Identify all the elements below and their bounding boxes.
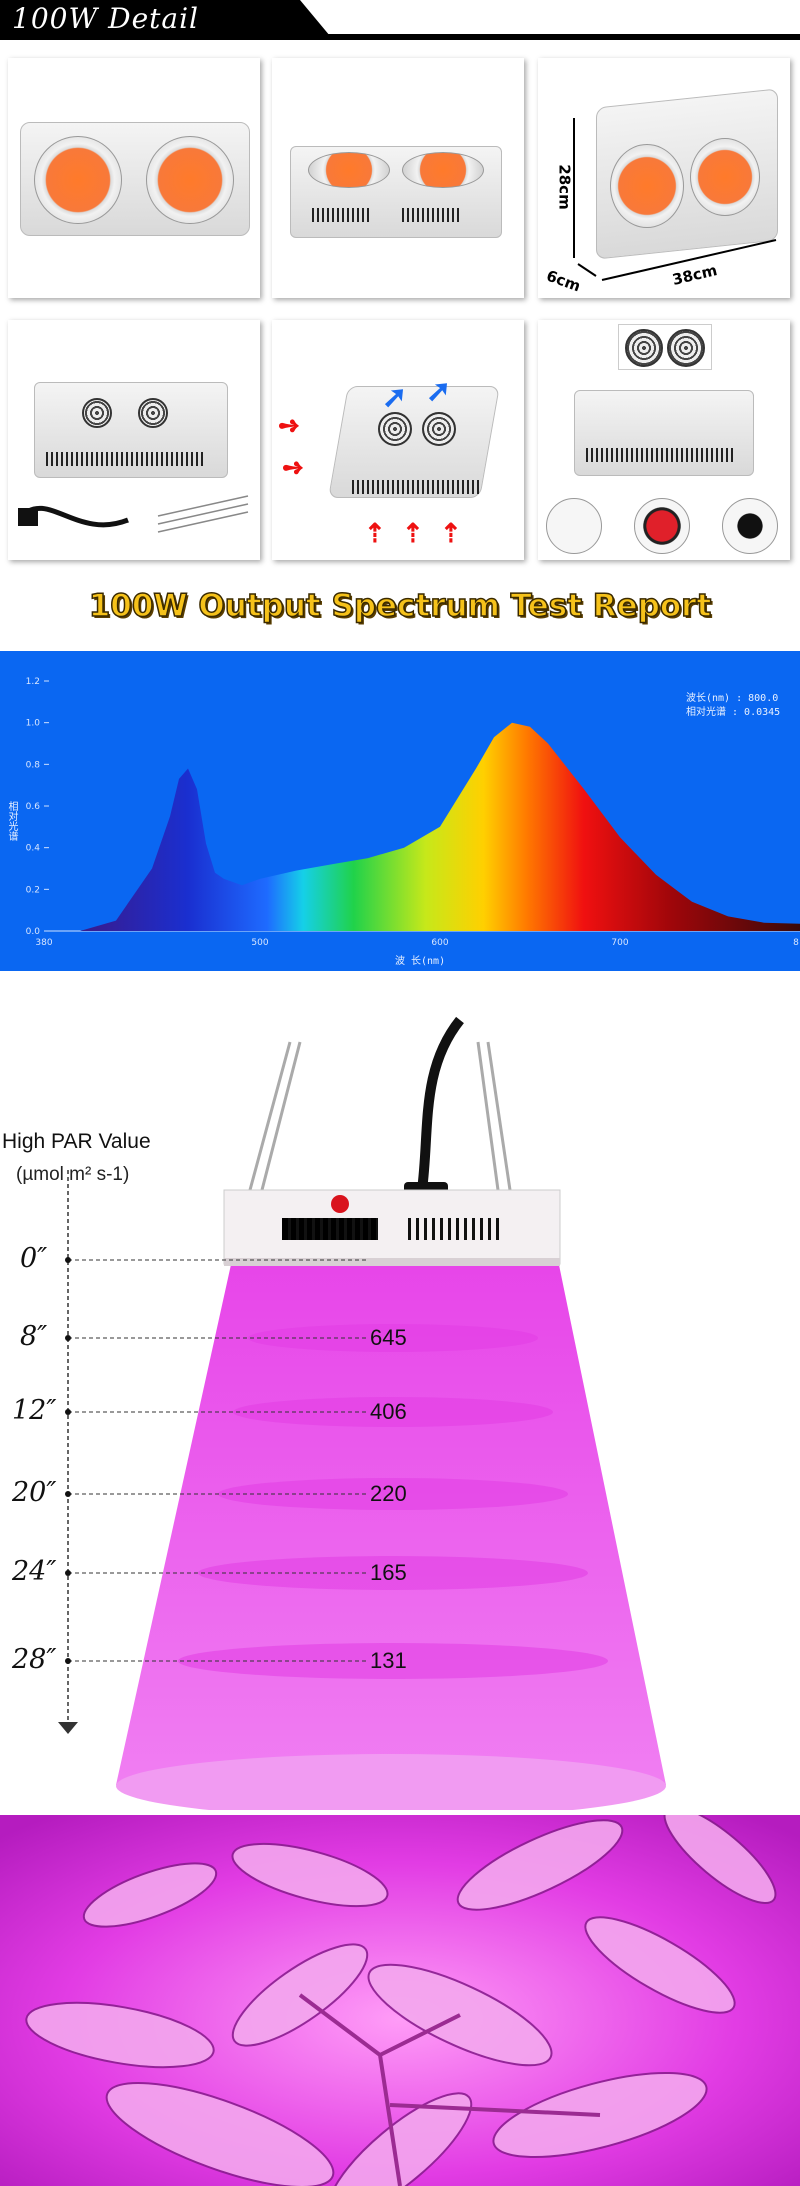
plant-illustration xyxy=(0,1815,800,2186)
cob-led-right xyxy=(402,152,484,188)
dimension-lines xyxy=(573,118,777,281)
header-bar xyxy=(0,0,330,36)
y-tick-label: 1.0 xyxy=(26,719,41,729)
cooling-fan-icon xyxy=(138,398,168,428)
header-banner: 100W Detail xyxy=(0,0,800,46)
airflow-out-icon: ➚ xyxy=(382,381,408,414)
heat-in-icon: ➺ xyxy=(278,410,300,440)
distance-marker xyxy=(65,1658,71,1664)
light-intensity-ring xyxy=(198,1556,588,1590)
product-dimensions-view: 28cm 6cm 38cm xyxy=(538,58,790,298)
power-socket-icon xyxy=(722,498,778,554)
x-tick-label: 8 xyxy=(793,938,799,948)
vent-grille xyxy=(352,480,482,494)
par-title: High PAR Value xyxy=(2,1130,151,1153)
light-intensity-ring xyxy=(233,1397,553,1427)
light-intensity-ring xyxy=(218,1478,568,1510)
distance-label: 28″ xyxy=(12,1644,57,1675)
lamp-body xyxy=(223,1189,561,1265)
light-spot xyxy=(116,1754,666,1810)
plant-under-grow-light-photo xyxy=(0,1815,800,2186)
heat-in-icon: ⇡ xyxy=(440,518,462,548)
y-tick-label: 0.6 xyxy=(26,802,41,812)
product-components-view xyxy=(538,320,790,560)
par-value: 645 xyxy=(370,1325,407,1350)
cob-led-left xyxy=(34,136,122,224)
distance-label: 12″ xyxy=(12,1395,57,1426)
x-axis-label: 波 长(nm) xyxy=(395,956,446,967)
x-tick-label: 700 xyxy=(611,938,628,948)
x-tick-label: 380 xyxy=(35,938,52,948)
cob-led-left xyxy=(610,144,684,228)
distance-marker xyxy=(65,1570,71,1576)
distance-marker xyxy=(65,1335,71,1341)
cob-led-right xyxy=(146,136,234,224)
distance-label: 20″ xyxy=(12,1477,57,1508)
heat-in-icon: ⇡ xyxy=(364,518,386,548)
header-rule xyxy=(0,34,800,40)
vent-grille xyxy=(288,1218,378,1240)
spectrum-chart-svg: 0.0 0.2 0.4 0.6 0.8 1.0 1.2 380 500 600 700 8 xyxy=(26,677,800,948)
light-intensity-ring xyxy=(178,1643,608,1679)
vent-grille xyxy=(586,448,736,462)
y-tick-label: 1.2 xyxy=(26,677,40,687)
light-panel-back xyxy=(574,390,754,476)
power-switch-icon xyxy=(634,498,690,554)
product-angled-view xyxy=(272,58,524,298)
par-unit: (µmol m² s-1) xyxy=(16,1164,130,1185)
distance-marker xyxy=(65,1409,71,1415)
cooling-fan-icon xyxy=(82,398,112,428)
light-intensity-ring xyxy=(248,1324,538,1352)
par-value: 131 xyxy=(370,1648,407,1673)
product-accessories-view xyxy=(8,320,260,560)
y-tick-label: 0.4 xyxy=(26,844,41,854)
x-tick-label: 500 xyxy=(251,938,268,948)
vent-grille xyxy=(402,208,462,222)
airflow-out-icon: ➚ xyxy=(426,375,452,408)
product-front-view xyxy=(8,58,260,298)
section-title: 100W Detail xyxy=(12,2,199,35)
axis-arrow-icon xyxy=(58,1722,78,1734)
power-cord xyxy=(417,1016,464,1191)
heat-in-icon: ➺ xyxy=(282,452,304,482)
cooling-fan-icon xyxy=(422,412,456,446)
cob-led-left xyxy=(308,152,390,188)
par-value: 220 xyxy=(370,1481,407,1506)
cooling-fan-icon xyxy=(625,329,663,367)
distance-label: 0″ xyxy=(20,1243,48,1274)
par-value: 406 xyxy=(370,1399,407,1424)
par-value: 165 xyxy=(370,1560,407,1585)
y-tick-label: 0.8 xyxy=(26,760,41,770)
y-axis-label: 相对光谱 xyxy=(6,801,17,841)
distance-marker xyxy=(65,1257,71,1263)
cooling-fan-icon xyxy=(378,412,412,446)
vent-grille xyxy=(312,208,372,222)
par-section: High PAR Value (µmol m² s-1) 0″ 8″ 645 12″ 4… xyxy=(0,1010,800,1810)
distance-marker xyxy=(65,1491,71,1497)
spectrum-chart: 0.0 0.2 0.4 0.6 0.8 1.0 1.2 380 500 600 700 8 波长(nm… xyxy=(0,651,800,971)
distance-label: 8″ xyxy=(20,1321,48,1352)
y-tick-label: 0.0 xyxy=(26,927,41,937)
distance-label: 24″ xyxy=(12,1556,57,1587)
heat-in-icon: ⇡ xyxy=(402,518,424,548)
product-heat-dissipation-view: ➚ ➚ ➺ ➺ ⇡ ⇡ ⇡ xyxy=(272,320,524,560)
spectrum-area xyxy=(80,722,800,931)
cob-led-right xyxy=(690,138,760,216)
height-dimension: 28cm xyxy=(555,164,574,210)
legend-wavelength: 波长(nm) : 800.0 xyxy=(686,693,779,704)
power-switch-icon xyxy=(331,1195,349,1213)
legend-relative-spectrum: 相对光谱 : 0.0345 xyxy=(686,707,781,718)
x-tick-label: 600 xyxy=(431,938,448,948)
vent-grille xyxy=(408,1218,504,1240)
report-title: 100W Output Spectrum Test Report xyxy=(88,587,712,625)
vent-grille xyxy=(46,452,206,466)
power-cord-and-hangers xyxy=(18,495,249,533)
cooling-fan-icon xyxy=(667,329,705,367)
fan-closeup xyxy=(618,324,712,370)
hanger-closeup xyxy=(546,498,602,554)
y-tick-label: 0.2 xyxy=(26,885,40,895)
